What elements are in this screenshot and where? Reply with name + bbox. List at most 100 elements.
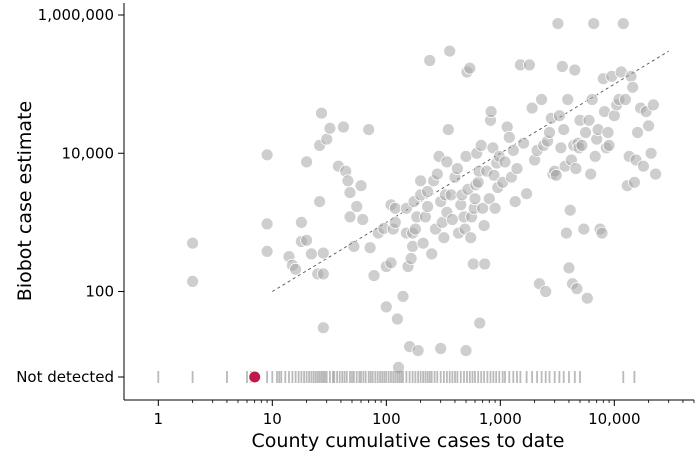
y-tick-label: 100 xyxy=(85,283,114,301)
data-point xyxy=(647,98,660,112)
data-point xyxy=(425,247,439,261)
data-point xyxy=(388,201,402,215)
data-point xyxy=(619,93,632,106)
data-point xyxy=(582,113,596,127)
data-point xyxy=(186,274,200,288)
x-tick-label: 100 xyxy=(372,410,401,428)
data-point xyxy=(584,167,598,181)
data-point xyxy=(520,187,533,201)
data-point xyxy=(637,159,650,173)
data-point xyxy=(569,162,583,176)
data-point xyxy=(418,210,432,224)
data-point xyxy=(554,141,568,155)
data-point xyxy=(384,256,398,270)
data-point xyxy=(362,123,376,137)
data-point xyxy=(523,58,536,72)
data-point xyxy=(434,342,448,355)
data-point xyxy=(517,136,530,150)
data-point xyxy=(316,321,330,335)
data-point xyxy=(588,149,602,163)
data-point xyxy=(535,93,548,106)
x-tick-label: 1 xyxy=(154,410,164,428)
data-point xyxy=(414,174,428,188)
data-point xyxy=(575,138,589,152)
data-point xyxy=(459,344,473,358)
data-point xyxy=(568,63,582,77)
data-point xyxy=(388,215,402,229)
data-point xyxy=(561,93,575,106)
not-detected-rug-layer xyxy=(157,370,636,384)
data-point xyxy=(557,123,571,137)
axes-layer: 1 10 100 1,000 10,000 100 10,000 1,000,000 Not d… xyxy=(16,3,695,428)
data-point xyxy=(563,203,577,217)
data-point xyxy=(437,231,451,245)
data-point xyxy=(336,120,350,134)
data-point xyxy=(488,201,502,215)
data-point xyxy=(560,226,573,240)
data-point xyxy=(484,105,498,118)
data-point xyxy=(616,17,630,31)
data-point xyxy=(595,226,609,240)
data-point xyxy=(459,149,473,163)
data-point xyxy=(315,106,328,120)
data-point xyxy=(404,252,418,265)
x-tick-label: 10 xyxy=(263,410,282,428)
data-point xyxy=(502,130,516,144)
data-point xyxy=(570,282,584,296)
data-point xyxy=(443,44,457,58)
data-point xyxy=(506,143,520,157)
data-point xyxy=(626,80,640,94)
data-point xyxy=(260,217,274,231)
data-point xyxy=(320,132,334,146)
data-point xyxy=(539,285,553,298)
data-point xyxy=(500,120,514,134)
data-point xyxy=(628,175,641,189)
x-tick-label: 1,000 xyxy=(479,410,522,428)
data-point xyxy=(649,167,662,181)
data-point xyxy=(304,247,318,261)
data-point xyxy=(289,262,303,276)
data-point xyxy=(294,215,308,229)
data-point xyxy=(471,175,485,189)
data-point xyxy=(316,246,330,260)
data-point xyxy=(350,200,364,213)
data-point xyxy=(423,54,437,67)
data-point xyxy=(343,210,357,224)
data-point xyxy=(408,222,422,236)
data-point xyxy=(379,300,393,314)
data-point xyxy=(624,69,638,83)
data-point xyxy=(562,261,576,275)
data-point xyxy=(549,168,563,182)
data-point xyxy=(466,257,480,271)
data-point xyxy=(300,155,314,169)
data-point xyxy=(323,121,337,135)
data-point xyxy=(478,257,492,271)
data-point xyxy=(316,267,330,281)
data-point xyxy=(416,236,430,250)
data-point xyxy=(445,213,459,226)
data-point xyxy=(477,219,491,233)
data-point xyxy=(341,174,355,188)
y-tick-label: 10,000 xyxy=(62,144,115,162)
data-point xyxy=(510,162,524,176)
data-point xyxy=(551,17,565,31)
data-point xyxy=(421,185,435,198)
data-point xyxy=(580,291,594,305)
data-point xyxy=(473,316,487,330)
x-tick-label: 10,000 xyxy=(588,410,641,428)
data-point xyxy=(300,233,314,247)
data-point xyxy=(186,236,200,250)
data-point xyxy=(525,101,539,115)
y-axis-label: Biobot case estimate xyxy=(14,101,36,301)
data-point xyxy=(463,61,477,75)
highlighted-point xyxy=(248,370,262,384)
data-point xyxy=(543,126,556,139)
data-point xyxy=(498,155,512,169)
data-point xyxy=(631,126,644,139)
data-point xyxy=(607,109,621,123)
data-point xyxy=(356,213,370,226)
data-point xyxy=(354,179,368,193)
data-point xyxy=(642,119,655,133)
data-points-layer xyxy=(186,17,662,374)
